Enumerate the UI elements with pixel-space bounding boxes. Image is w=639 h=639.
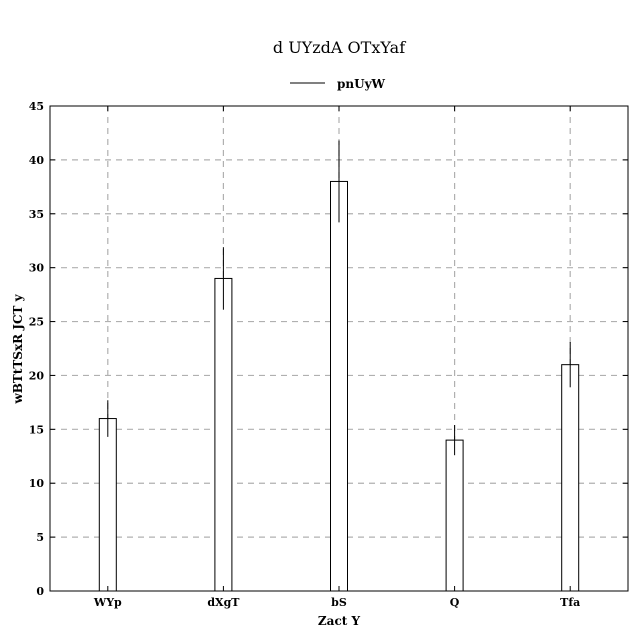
- x-tick-label: dXgT: [207, 596, 240, 609]
- x-axis-ticks: WYp dXgT bS Q Tfa: [93, 106, 580, 609]
- bar-bS: [330, 180, 348, 592]
- bar-Q: [445, 439, 464, 592]
- x-axis-label: Zact Y: [318, 614, 361, 628]
- x-tick-label: Q: [450, 596, 460, 609]
- chart-title: d UYzdA OTxYaf: [273, 38, 406, 57]
- y-tick-label: 25: [29, 316, 44, 329]
- y-tick-label: 45: [29, 100, 44, 113]
- x-tick-label: WYp: [93, 596, 122, 609]
- bar-WYp: [98, 418, 117, 592]
- y-axis-label: wBTtTSxR JCT y: [11, 293, 25, 404]
- y-axis-ticks: 0 5 10 15 20 25 30 35 40 45: [29, 100, 628, 598]
- y-tick-label: 15: [29, 423, 44, 436]
- y-tick-label: 30: [29, 262, 45, 275]
- x-tick-label: bS: [331, 596, 347, 609]
- y-tick-label: 35: [29, 208, 44, 221]
- error-bars: [107, 140, 571, 456]
- y-tick-label: 10: [29, 477, 45, 490]
- y-tick-label: 5: [36, 531, 44, 544]
- legend: pnUyW: [290, 77, 386, 91]
- legend-label: pnUyW: [337, 77, 386, 91]
- bars: [98, 180, 580, 592]
- y-tick-label: 40: [29, 154, 45, 167]
- bar-Tfa: [561, 364, 580, 592]
- x-tick-label: Tfa: [560, 596, 580, 609]
- bar-dXgT: [214, 277, 233, 592]
- y-tick-label: 0: [36, 585, 44, 598]
- y-tick-label: 20: [29, 369, 45, 382]
